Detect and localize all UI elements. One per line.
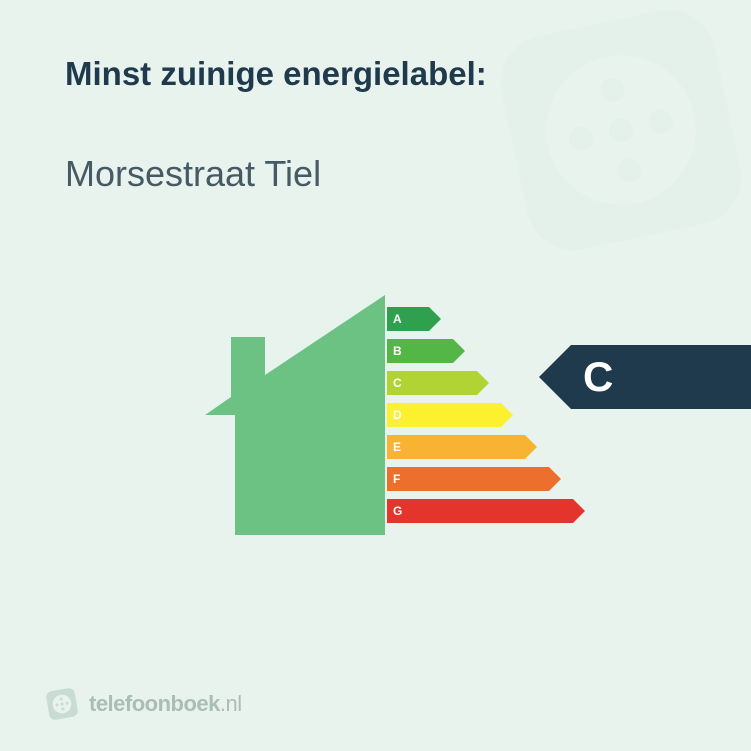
bar-label: B xyxy=(393,339,402,363)
highlight-badge: C xyxy=(539,345,751,409)
bar-label: E xyxy=(393,435,401,459)
page-subtitle: Morsestraat Tiel xyxy=(65,153,686,195)
highlight-letter: C xyxy=(583,353,613,401)
bar-label: C xyxy=(393,371,402,395)
bar-label: F xyxy=(393,467,400,491)
page-title: Minst zuinige energielabel: xyxy=(65,55,686,93)
bar-label: G xyxy=(393,499,402,523)
energy-label-chart: A B C D E xyxy=(65,285,686,565)
bar-label: D xyxy=(393,403,402,427)
house-icon xyxy=(205,295,385,535)
brand-text: telefoonboek.nl xyxy=(89,691,242,717)
brand-icon xyxy=(45,687,79,721)
footer-brand: telefoonboek.nl xyxy=(45,687,242,721)
bar-label: A xyxy=(393,307,402,331)
